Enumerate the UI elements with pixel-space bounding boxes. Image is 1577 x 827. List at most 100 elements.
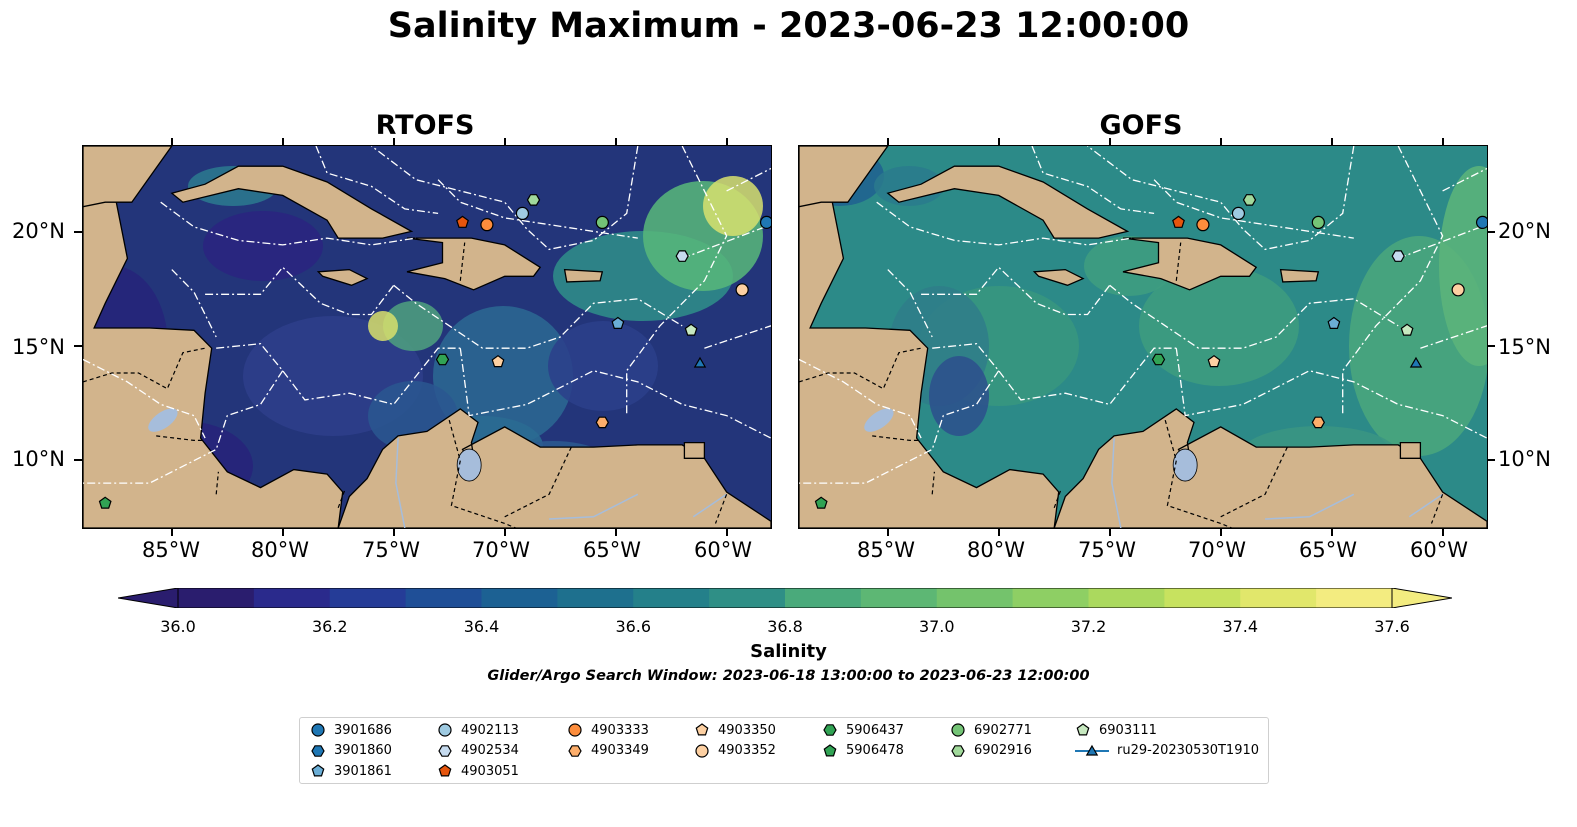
float-4903051 <box>456 215 469 228</box>
lat-tick <box>1487 231 1495 233</box>
pentagon-marker-icon <box>695 723 709 736</box>
circle-marker-icon <box>695 743 709 758</box>
gofs-map[interactable] <box>798 145 1488 529</box>
landmass <box>406 237 542 291</box>
circle-marker-icon <box>568 723 582 737</box>
lon-label-75w: 75°W <box>362 538 420 562</box>
legend-label: 3901686 <box>334 722 392 738</box>
lon-tick <box>170 528 173 536</box>
rtofs-map[interactable] <box>82 145 772 529</box>
eez-boundary <box>1420 325 1487 349</box>
legend-label: 4903352 <box>718 743 776 758</box>
legend-label: 5906478 <box>846 743 904 758</box>
legend-marker <box>311 744 325 757</box>
eez-boundary <box>171 269 217 338</box>
lon-label-85w: 85°W <box>142 538 200 562</box>
panel-title-rtofs: RTOFS <box>375 110 475 141</box>
legend-entry: 4903349 <box>567 743 649 759</box>
colorbar-segment <box>1164 588 1241 608</box>
lat-label-10n-left: 10°N <box>12 447 65 471</box>
country-border <box>156 435 203 441</box>
colorbar-segment <box>405 588 482 608</box>
river <box>1265 493 1355 520</box>
eez-boundary <box>205 266 395 316</box>
float-6902771 <box>1311 215 1325 230</box>
legend-marker <box>438 764 452 777</box>
float-4903352 <box>735 283 749 297</box>
legend-entry: ru29-20230530T1910 <box>1075 743 1259 759</box>
lon-tick <box>1441 138 1444 146</box>
gofs-map-graphic <box>799 146 1487 528</box>
triangle-marker-icon <box>1075 744 1109 756</box>
lat-tick <box>1487 345 1495 347</box>
lon-label-65w: 65°W <box>583 538 641 562</box>
lon-tick <box>503 528 506 536</box>
pentagon-marker-icon <box>311 764 325 777</box>
colorbar <box>117 587 1453 609</box>
landmass <box>683 441 706 459</box>
colorbar-extend-low <box>117 587 179 609</box>
pentagon-marker-icon <box>1076 723 1090 736</box>
float-5906478 <box>814 496 828 509</box>
eez-boundary <box>704 325 771 349</box>
lon-tick <box>1330 138 1333 146</box>
float-4902534 <box>675 250 689 262</box>
country-border <box>931 471 935 495</box>
landmass <box>170 165 414 239</box>
landmass <box>316 268 369 286</box>
float-4903349 <box>595 416 609 429</box>
colorbar-segment <box>1012 588 1089 608</box>
colorbar-tick-label: 36.0 <box>160 617 196 636</box>
lat-tick <box>74 231 82 233</box>
float-3901861 <box>611 316 625 329</box>
lon-tick <box>1219 528 1222 536</box>
lake-maracaibo <box>456 448 482 482</box>
float-5906437 <box>435 353 450 366</box>
colorbar-segment <box>1088 588 1165 608</box>
colorbar-extend-high <box>1391 587 1453 609</box>
float-6902771 <box>595 215 609 230</box>
landmass <box>1122 237 1258 291</box>
panel-title-gofs: GOFS <box>1099 110 1183 141</box>
legend-entry: 3901860 <box>310 743 392 759</box>
colorbar-segment <box>633 588 710 608</box>
legend-entry: 6902916 <box>950 743 1032 759</box>
landmass <box>337 408 771 528</box>
float-4903352 <box>1451 283 1465 297</box>
pentagon-marker-icon <box>438 764 452 777</box>
legend-marker <box>311 764 325 777</box>
eez-boundary <box>83 370 284 484</box>
river <box>1111 438 1122 528</box>
country-border <box>1220 446 1288 518</box>
eez-boundary <box>83 358 206 439</box>
legend-label: 4902534 <box>461 743 519 758</box>
float-3901686 <box>1475 215 1487 229</box>
legend-label: 5906437 <box>846 722 904 738</box>
legend-marker <box>951 723 965 737</box>
lat-label-20n-right: 20°N <box>1498 219 1551 243</box>
lat-tick <box>1487 459 1495 461</box>
river <box>1408 493 1444 518</box>
search-window-text: Glider/Argo Search Window: 2023-06-18 13… <box>487 668 1090 684</box>
country-border <box>1053 489 1062 509</box>
legend-marker <box>568 723 582 737</box>
lon-tick <box>997 138 1000 146</box>
float-4902113 <box>515 206 530 221</box>
lat-tick <box>74 345 82 347</box>
lat-label-20n-left: 20°N <box>12 219 65 243</box>
colorbar-segment <box>709 588 786 608</box>
legend-entry: 4903352 <box>694 743 776 759</box>
hexagon-marker-icon <box>568 744 582 757</box>
legend-marker <box>568 744 582 757</box>
eez-boundary <box>799 370 1000 484</box>
lon-tick <box>1219 138 1222 146</box>
float-4902113 <box>1231 206 1246 221</box>
float-4903349 <box>1311 416 1325 429</box>
river <box>692 493 728 518</box>
lon-label-70w: 70°W <box>472 538 530 562</box>
country-border <box>872 435 919 441</box>
river <box>395 438 406 528</box>
country-border <box>1430 494 1444 524</box>
eez-boundary <box>1342 146 1444 416</box>
eez-boundary <box>1153 179 1354 239</box>
